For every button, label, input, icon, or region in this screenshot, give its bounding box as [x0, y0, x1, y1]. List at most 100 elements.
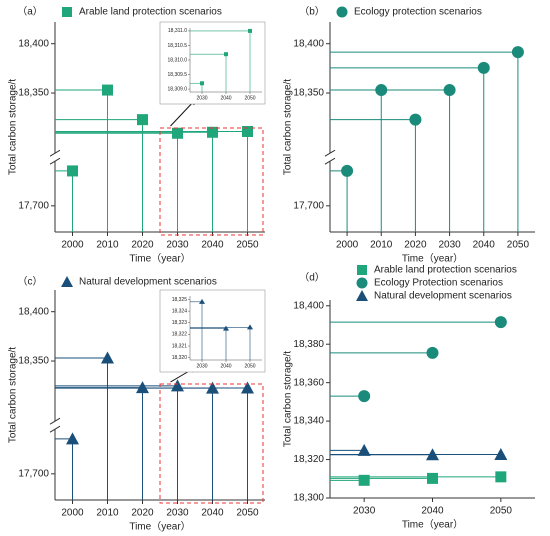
- point: [101, 351, 114, 364]
- legend-marker: [336, 6, 348, 18]
- y-tick-label: 18,300: [293, 493, 324, 504]
- x-axis-title: Time（year）: [402, 519, 463, 531]
- inset-y-tick-label: 18,323: [172, 320, 188, 326]
- point: [357, 443, 371, 456]
- point: [241, 381, 254, 394]
- inset-y-tick-label: 18,309.5: [168, 72, 188, 78]
- legend-marker: [61, 276, 73, 287]
- x-tick-label: 2040: [201, 508, 224, 519]
- point: [66, 432, 79, 445]
- y-axis-title: Total carbon storage/t: [8, 347, 19, 443]
- y-tick-label: 18,400: [18, 38, 49, 49]
- x-axis-title: Time（year）: [129, 253, 190, 265]
- legend-marker: [356, 277, 368, 289]
- legend-label: Natural development scenarios: [374, 291, 512, 302]
- x-tick-label: 2000: [61, 240, 84, 251]
- inset-y-tick-label: 18,309.0: [168, 86, 188, 92]
- axis-break: [49, 157, 61, 165]
- x-tick-label: 2050: [507, 240, 530, 251]
- point: [358, 390, 371, 403]
- point: [242, 125, 253, 137]
- y-tick-label: 18,380: [293, 339, 324, 350]
- axis-break: [324, 157, 336, 165]
- inset-y-tick-label: 18,310.0: [168, 57, 188, 63]
- x-tick-label: 2010: [96, 240, 119, 251]
- x-tick-label: 2050: [236, 240, 259, 251]
- x-tick-label: 2000: [336, 240, 359, 251]
- x-tick-label: 2030: [166, 508, 189, 519]
- inset-y-tick-label: 18,320: [172, 355, 188, 361]
- axis-break: [49, 417, 61, 425]
- zoom-box: [159, 127, 264, 236]
- x-tick-label: 2030: [438, 240, 461, 251]
- inset-point: [247, 324, 253, 330]
- point: [494, 316, 507, 329]
- y-tick-label: 17,700: [293, 200, 324, 211]
- x-tick-label: 2040: [473, 240, 496, 251]
- point: [427, 472, 438, 484]
- y-tick-label: 18,360: [293, 377, 324, 388]
- y-tick-label: 18,320: [293, 454, 324, 465]
- axis-break: [49, 149, 61, 157]
- point: [409, 113, 422, 126]
- inset-point: [200, 81, 204, 86]
- legend-label: Arable land protection scenarios: [79, 7, 222, 18]
- point: [102, 84, 113, 96]
- legend-label: Arable land protection scenarios: [374, 265, 517, 276]
- x-tick-label: 2040: [201, 240, 224, 251]
- y-tick-label: 17,700: [18, 200, 49, 211]
- inset-y-tick-label: 18,322: [172, 332, 188, 338]
- inset-x-tick-label: 2030: [196, 95, 207, 101]
- panel-label: （a）: [17, 6, 43, 18]
- legend-label: Natural development scenarios: [79, 277, 217, 288]
- inset-y-tick-label: 18,321: [172, 343, 188, 349]
- point: [443, 84, 456, 97]
- y-tick-label: 18,350: [18, 88, 49, 99]
- point: [358, 474, 370, 486]
- y-tick-label: 18,400: [18, 306, 49, 317]
- x-tick-label: 2020: [131, 508, 154, 519]
- inset-point: [223, 325, 229, 331]
- point: [495, 471, 507, 483]
- x-tick-label: 2050: [490, 506, 513, 517]
- inset-frame: [159, 289, 266, 373]
- inset-x-tick-label: 2050: [244, 363, 255, 369]
- point: [494, 448, 508, 461]
- panel-label: （b）: [299, 6, 325, 18]
- x-tick-label: 2020: [131, 240, 154, 251]
- y-tick-label: 18,400: [293, 38, 324, 49]
- inset-y-tick-label: 18,311.0: [168, 28, 187, 34]
- legend-marker: [356, 290, 368, 301]
- x-tick-label: 2010: [96, 508, 119, 519]
- inset-x-tick-label: 2050: [244, 95, 255, 101]
- x-axis-title: Time（year）: [129, 521, 190, 533]
- legend-label: Ecology protection scenarios: [354, 7, 482, 18]
- panel-label: （c）: [18, 276, 43, 288]
- y-tick-label: 18,340: [293, 416, 324, 427]
- y-axis-title: Total carbon storage/t: [8, 79, 19, 175]
- y-axis-title: Total carbon storage/t: [283, 351, 294, 447]
- inset-y-tick-label: 18,325: [172, 297, 188, 303]
- inset-y-tick-label: 18,324: [172, 308, 188, 314]
- inset-frame: [159, 21, 266, 105]
- x-tick-label: 2020: [404, 240, 427, 251]
- inset-x-tick-label: 2040: [220, 95, 231, 101]
- x-tick-label: 2050: [236, 508, 259, 519]
- x-tick-label: 2000: [61, 508, 84, 519]
- legend-marker: [62, 7, 72, 17]
- y-tick-label: 17,700: [18, 468, 49, 479]
- zoom-box: [159, 383, 264, 504]
- inset-point: [199, 298, 205, 304]
- inset-y-tick-label: 18,310.5: [168, 43, 188, 49]
- x-tick-label: 2030: [166, 240, 189, 251]
- inset-point: [224, 52, 228, 57]
- axis-break: [49, 425, 61, 433]
- x-tick-label: 2010: [370, 240, 393, 251]
- y-tick-label: 18,400: [293, 300, 324, 311]
- axis-break: [324, 149, 336, 157]
- inset-x-tick-label: 2040: [220, 363, 231, 369]
- y-tick-label: 18,350: [293, 88, 324, 99]
- inset-x-tick-label: 2030: [196, 363, 207, 369]
